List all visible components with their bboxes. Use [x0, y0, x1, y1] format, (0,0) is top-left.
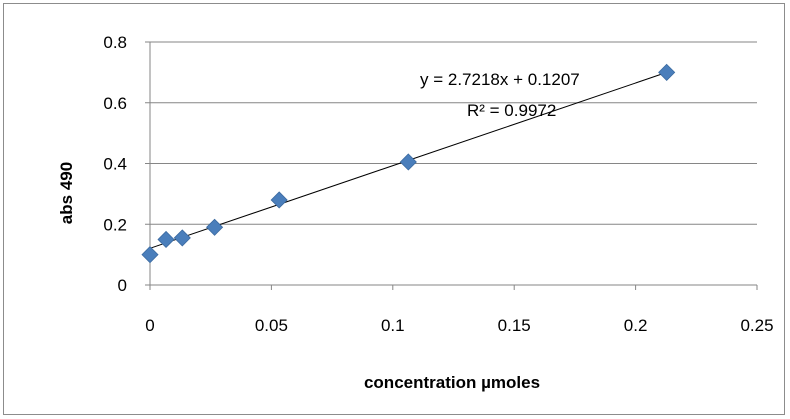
- y-tick-label: 0.8: [103, 33, 127, 52]
- x-axis-title: concentration µmoles: [364, 373, 540, 392]
- data-point: [206, 218, 224, 236]
- data-point: [270, 191, 288, 209]
- x-tick-label: 0.25: [740, 316, 773, 335]
- y-tick-label: 0.2: [103, 215, 127, 234]
- trendline-equation: y = 2.7218x + 0.1207: [420, 70, 580, 89]
- x-tick-label: 0.2: [624, 316, 648, 335]
- data-point: [173, 229, 191, 247]
- y-tick-label: 0.4: [103, 155, 127, 174]
- data-point: [399, 153, 417, 171]
- data-point: [658, 63, 676, 81]
- tick-labels: 0 0.2 0.4 0.6 0.8 0 0.05 0.1 0.15 0.2 0.25: [103, 33, 773, 335]
- trendline-r2: R² = 0.9972: [467, 101, 556, 120]
- y-tick-label: 0.6: [103, 94, 127, 113]
- chart-frame: [3, 3, 785, 415]
- x-tick-label: 0: [145, 316, 154, 335]
- data-points: [141, 63, 676, 264]
- data-point: [141, 246, 159, 264]
- data-point: [157, 230, 175, 249]
- y-axis-title: abs 490: [57, 162, 76, 224]
- x-tick-label: 0.1: [381, 316, 405, 335]
- x-tick-label: 0.05: [255, 316, 288, 335]
- y-tick-label: 0: [118, 276, 127, 295]
- x-tick-label: 0.15: [498, 316, 531, 335]
- axes: [145, 41, 758, 290]
- gridlines: [150, 41, 757, 225]
